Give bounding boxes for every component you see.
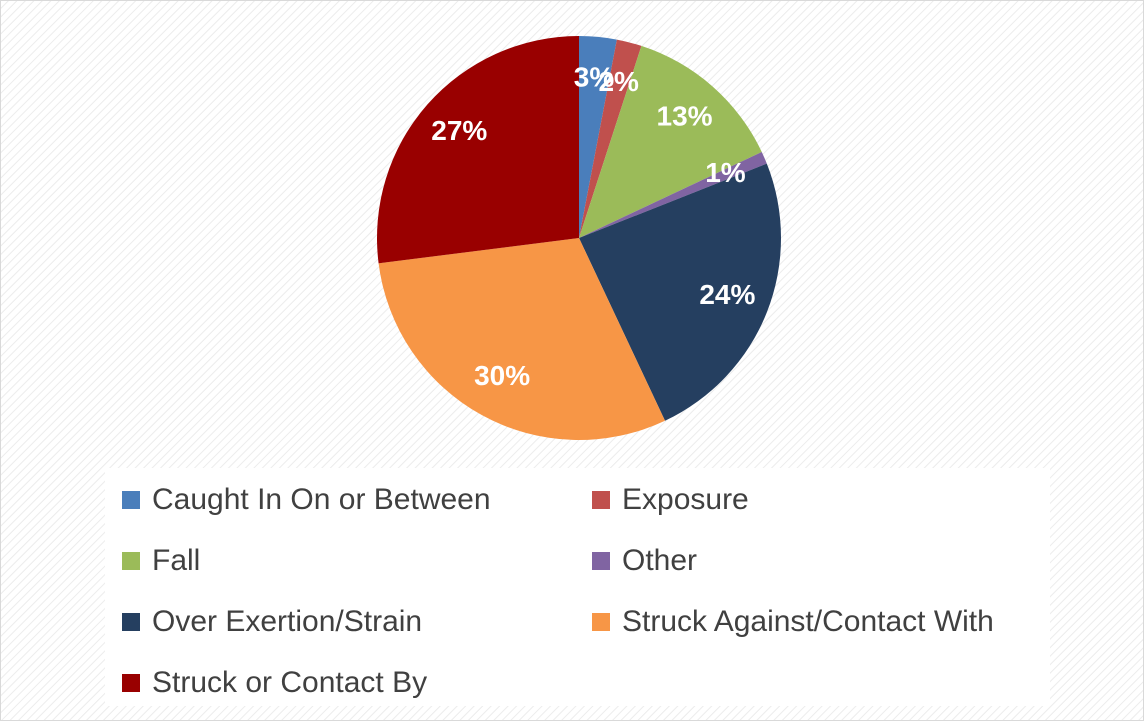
legend-label: Over Exertion/Strain <box>152 605 422 638</box>
slice-label: 30% <box>474 360 530 391</box>
legend-swatch <box>122 491 140 509</box>
legend-label: Exposure <box>622 483 749 516</box>
legend-label: Fall <box>152 544 200 577</box>
pie-slice <box>377 36 579 264</box>
legend-swatch <box>122 674 140 692</box>
slice-label: 13% <box>657 101 713 132</box>
slice-label: 2% <box>598 66 639 97</box>
legend-swatch <box>592 552 610 570</box>
legend-swatch <box>122 613 140 631</box>
pie-slice <box>579 151 767 238</box>
slice-label: 1% <box>705 157 746 188</box>
legend-label: Struck or Contact By <box>152 666 427 699</box>
pie-slice <box>579 36 617 238</box>
pie-slice <box>579 39 642 239</box>
legend-swatch <box>592 613 610 631</box>
legend-label: Other <box>622 544 697 577</box>
pie: 3%2% 13% 1% 24% 30% 27% <box>377 36 781 440</box>
slice-label: 3% <box>574 62 615 93</box>
legend: Caught In On or Between Exposure Fall Other… <box>122 483 994 699</box>
legend-swatch <box>592 491 610 509</box>
pie-slice <box>579 45 762 239</box>
legend-label: Struck Against/Contact With <box>622 605 994 638</box>
pie-slice <box>579 163 781 421</box>
legend-label: Caught In On or Between <box>152 483 491 516</box>
legend-swatch <box>122 552 140 570</box>
legend-box <box>105 468 1050 706</box>
slice-label: 27% <box>431 115 487 146</box>
slice-label: 24% <box>699 279 755 310</box>
pie-slice <box>378 238 666 440</box>
